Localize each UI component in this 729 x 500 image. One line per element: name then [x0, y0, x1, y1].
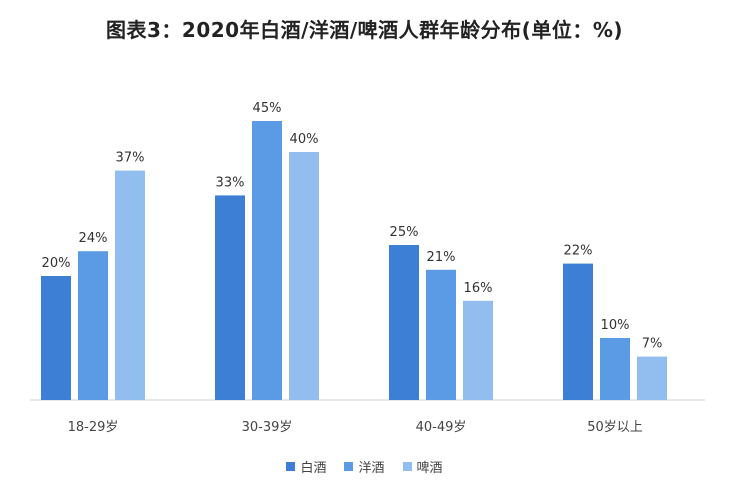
data-label-白酒-30-39岁: 33% [216, 175, 245, 190]
bar-白酒-40-49岁 [389, 245, 419, 400]
data-label-啤酒-30-39岁: 40% [290, 132, 319, 147]
category-labels-group: 18-29岁 30-39岁 40-49岁 50岁以上 [68, 420, 643, 435]
bar-啤酒-30-39岁 [289, 152, 319, 400]
data-label-洋酒-50岁以上: 10% [601, 318, 630, 333]
x-tick-label-0: 18-29岁 [68, 420, 119, 435]
value-labels-group: 20% 24% 37% 33% 45% 40% 25% 21% 16% 22% 10% 7% [42, 101, 663, 352]
bar-啤酒-18-29岁 [115, 170, 145, 400]
legend-item-0: 白酒 [286, 457, 326, 476]
x-tick-label-1: 30-39岁 [242, 420, 293, 435]
x-tick-label-2: 40-49岁 [416, 420, 467, 435]
data-label-白酒-50岁以上: 22% [564, 244, 593, 259]
legend-item-2: 啤酒 [402, 457, 443, 476]
bar-啤酒-50岁以上 [637, 356, 667, 400]
bar-啤酒-40-49岁 [463, 300, 493, 400]
data-label-白酒-40-49岁: 25% [390, 225, 419, 240]
legend-swatch [402, 462, 412, 471]
bar-洋酒-18-29岁 [78, 251, 108, 400]
legend-label: 白酒 [300, 461, 327, 476]
legend: 白酒 洋酒 啤酒 [0, 457, 729, 476]
legend-label: 啤酒 [416, 461, 443, 476]
bar-洋酒-30-39岁 [252, 121, 282, 400]
data-label-洋酒-40-49岁: 21% [427, 250, 456, 265]
legend-label: 洋酒 [358, 461, 385, 476]
chart-title: 图表3：2020年白酒/洋酒/啤酒人群年龄分布(单位：%) [105, 18, 623, 42]
data-label-啤酒-50岁以上: 7% [642, 337, 663, 352]
bar-白酒-18-29岁 [41, 276, 71, 400]
x-tick-label-3: 50岁以上 [587, 420, 643, 435]
data-label-啤酒-18-29岁: 37% [116, 151, 145, 166]
legend-item-1: 洋酒 [344, 457, 385, 476]
data-label-洋酒-30-39岁: 45% [253, 101, 282, 116]
bars-group [41, 121, 667, 400]
bar-洋酒-50岁以上 [600, 338, 630, 400]
bar-白酒-30-39岁 [215, 195, 245, 400]
data-label-白酒-18-29岁: 20% [42, 256, 71, 271]
data-label-啤酒-40-49岁: 16% [464, 281, 493, 296]
bar-白酒-50岁以上 [563, 263, 593, 400]
legend-swatch [286, 462, 296, 471]
bar-洋酒-40-49岁 [426, 269, 456, 400]
data-label-洋酒-18-29岁: 24% [79, 231, 108, 246]
legend-swatch [344, 462, 354, 471]
